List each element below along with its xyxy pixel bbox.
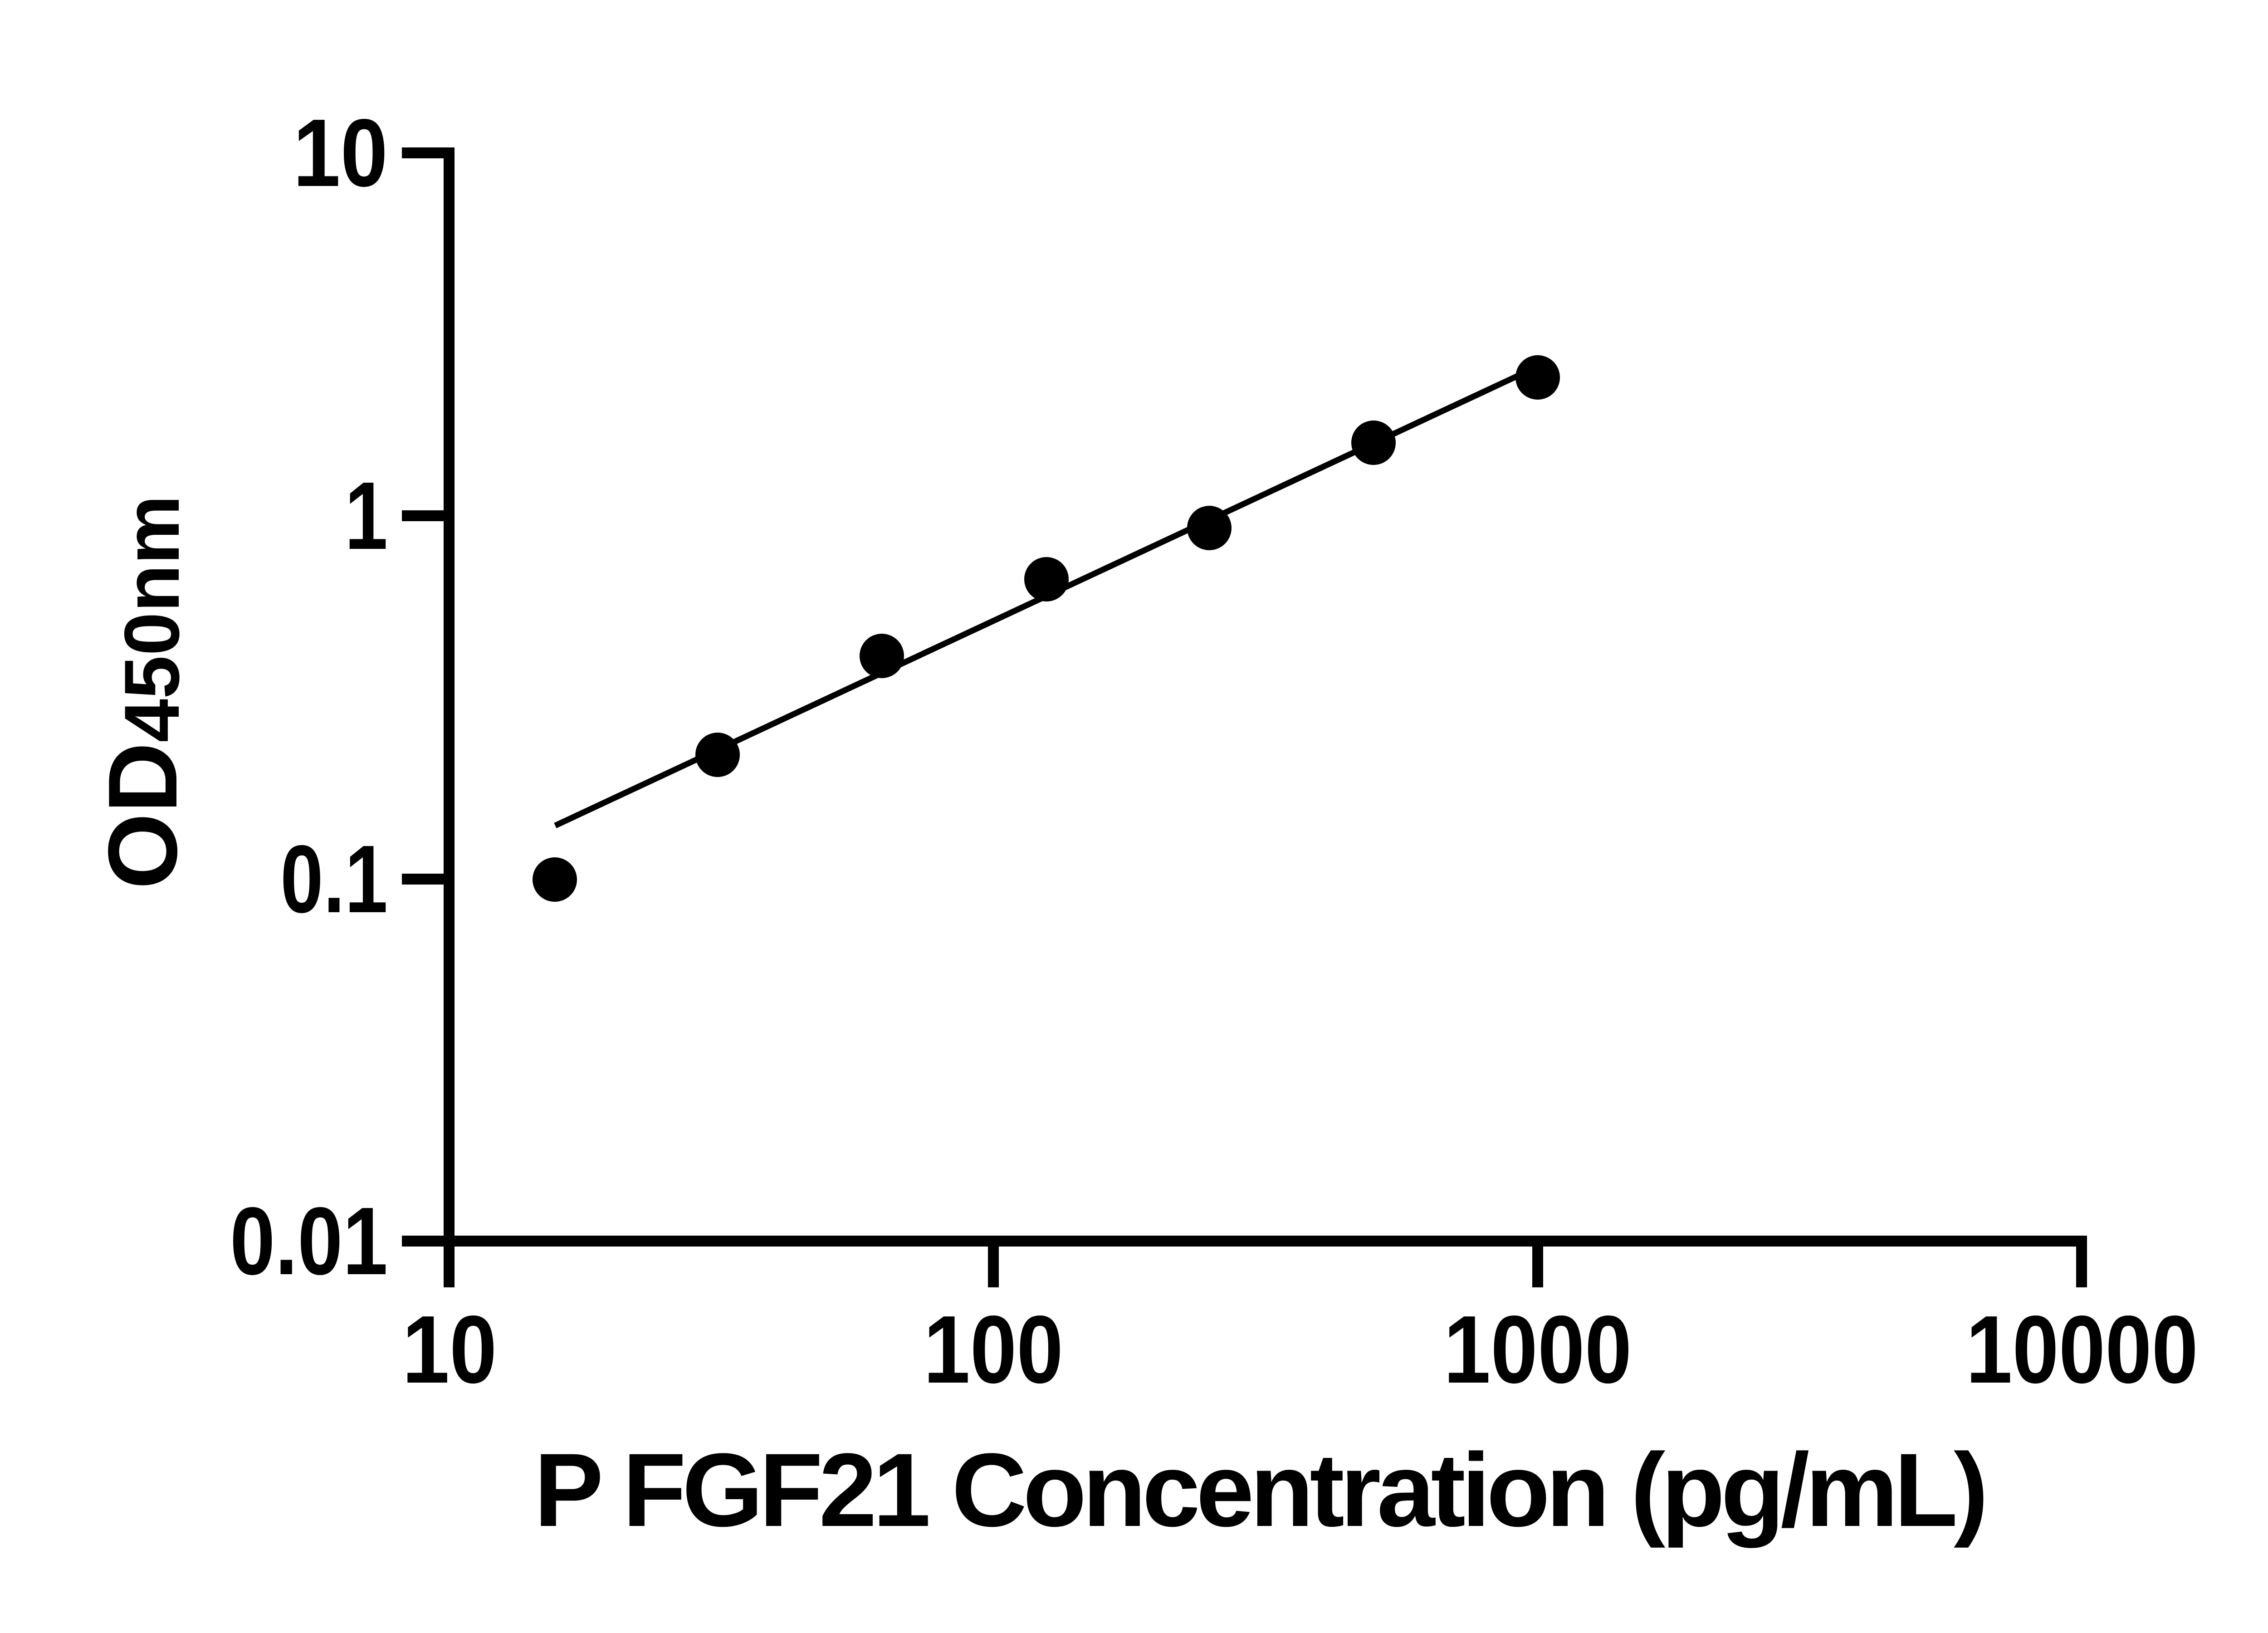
svg-text:1: 1 [345, 462, 388, 569]
svg-text:0.01: 0.01 [230, 1187, 388, 1295]
svg-text:10: 10 [293, 99, 388, 206]
svg-text:P FGF21 Concentration (pg/mL): P FGF21 Concentration (pg/mL) [534, 1432, 1984, 1548]
svg-text:10000: 10000 [1966, 1296, 2198, 1403]
svg-text:0.1: 0.1 [280, 825, 388, 933]
svg-text:1000: 1000 [1444, 1296, 1632, 1403]
svg-text:100: 100 [924, 1296, 1063, 1403]
svg-text:10: 10 [402, 1296, 497, 1403]
